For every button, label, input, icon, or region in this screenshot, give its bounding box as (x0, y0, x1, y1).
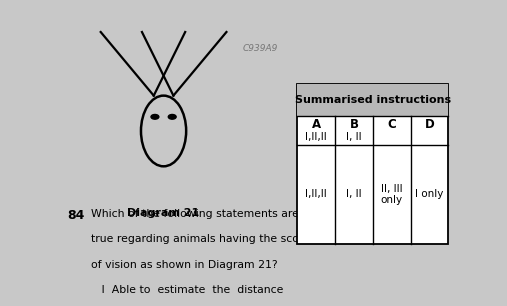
Text: true regarding animals having the scope: true regarding animals having the scope (91, 234, 313, 244)
Text: D: D (425, 118, 434, 131)
Circle shape (151, 114, 159, 119)
Text: I, II: I, II (346, 132, 361, 142)
Text: C939A9: C939A9 (242, 44, 277, 53)
Text: C: C (387, 118, 396, 131)
Text: Diagram 21: Diagram 21 (127, 207, 200, 218)
FancyBboxPatch shape (297, 84, 449, 244)
Text: I  Able to  estimate  the  distance: I Able to estimate the distance (91, 285, 283, 295)
Text: Summarised instructions: Summarised instructions (295, 95, 451, 105)
Text: I,II,II: I,II,II (305, 189, 327, 200)
Text: Which of the following statements are: Which of the following statements are (91, 209, 299, 219)
Text: A: A (311, 118, 320, 131)
Text: 84: 84 (67, 209, 85, 222)
Text: of vision as shown in Diagram 21?: of vision as shown in Diagram 21? (91, 259, 277, 270)
FancyBboxPatch shape (297, 84, 449, 116)
Text: II, III
only: II, III only (381, 184, 403, 205)
Circle shape (168, 114, 176, 119)
Text: I,II,II: I,II,II (305, 132, 327, 142)
Text: B: B (349, 118, 358, 131)
Text: I, II: I, II (346, 189, 361, 200)
Text: I only: I only (415, 189, 444, 200)
